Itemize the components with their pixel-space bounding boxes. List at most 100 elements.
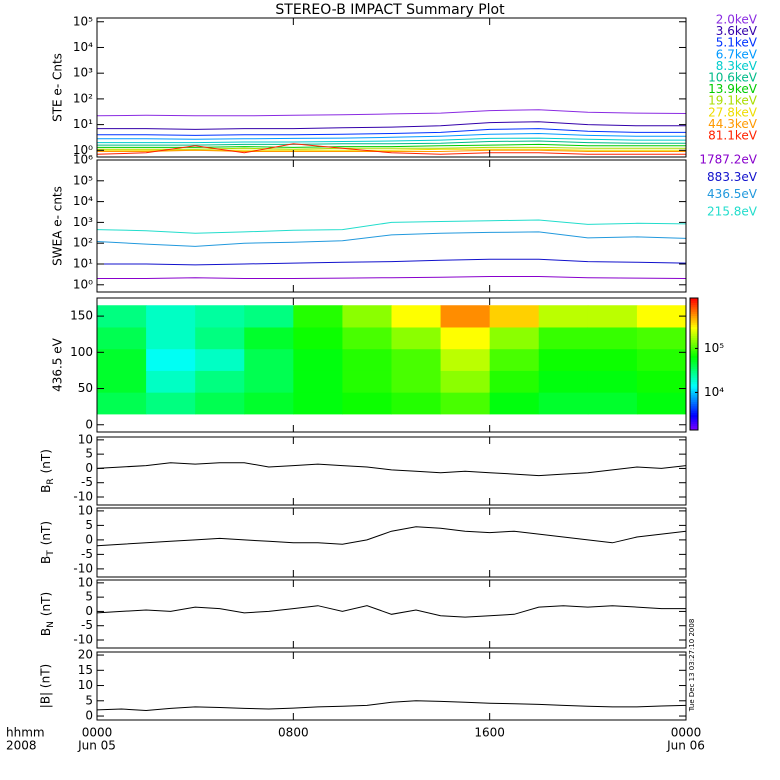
colorbar-segment xyxy=(690,315,698,319)
colorbar-segment xyxy=(690,416,698,420)
colorbar-segment xyxy=(690,419,698,422)
colorbar-segment xyxy=(690,372,698,376)
heatmap-cell xyxy=(440,392,491,415)
heatmap-cell xyxy=(97,392,147,415)
y-tick-label: 10 xyxy=(78,575,93,589)
colorbar-segment xyxy=(690,423,698,427)
heatmap-cell xyxy=(146,348,196,371)
heatmap-cell xyxy=(146,326,196,350)
y-tick-label: 10 xyxy=(78,432,93,446)
heatmap-cell xyxy=(146,392,196,415)
heatmap-cell xyxy=(391,305,442,328)
panel xyxy=(97,109,686,155)
y-axis-label-main: B xyxy=(39,485,53,493)
heatmap-cell xyxy=(489,392,540,415)
colorbar-segment xyxy=(690,421,698,424)
y-tick-label: 0 xyxy=(85,709,93,723)
y-axis-label-unit: (nT) xyxy=(39,449,53,473)
heatmap-cell xyxy=(146,305,196,328)
y-tick-label: 10⁶ xyxy=(73,153,93,167)
y-tick-label: 10⁵ xyxy=(73,14,93,28)
data-line xyxy=(97,276,686,279)
data-line xyxy=(97,605,686,618)
heatmap-cell xyxy=(342,348,392,371)
colorbar-segment xyxy=(690,313,698,317)
y-tick-label: -5 xyxy=(81,547,93,561)
x-tick-sublabel: Jun 06 xyxy=(666,739,705,753)
x-tick-label: 1600 xyxy=(474,726,505,740)
data-line xyxy=(97,140,686,146)
y-tick-label: 0 xyxy=(85,604,93,618)
colorbar-segment xyxy=(690,364,698,367)
panel-frame xyxy=(96,159,687,293)
x-tick-label: 0000 xyxy=(671,726,702,740)
y-axis-label-sub: R xyxy=(46,478,56,484)
colorbar-segment xyxy=(690,309,698,312)
heatmap-cell xyxy=(391,370,442,393)
y-tick-label: 10⁰ xyxy=(73,277,93,291)
timestamp: Tue Dec 13 03:27:10 2008 xyxy=(688,619,696,713)
colorbar-segment xyxy=(690,326,698,330)
y-tick-label: 20 xyxy=(78,648,93,662)
heatmap-cell xyxy=(636,348,686,371)
heatmap-cell xyxy=(195,305,245,328)
y-tick-label: 10⁰ xyxy=(73,143,93,157)
data-line xyxy=(97,143,686,155)
colorbar-segment xyxy=(690,410,698,413)
heatmap-cell xyxy=(440,370,491,393)
heatmap-cell xyxy=(244,392,294,415)
heatmap-cell xyxy=(342,305,392,328)
heatmap-cell xyxy=(391,326,442,350)
y-tick-label: 10¹ xyxy=(73,256,93,270)
y-tick-label: 10 xyxy=(78,503,93,517)
y-axis-label: BT (nT) xyxy=(39,521,56,564)
heatmap-cell xyxy=(587,392,638,415)
heatmap-cell xyxy=(538,326,589,350)
y-tick-label: 10³ xyxy=(73,215,93,229)
y-tick-label: 10² xyxy=(73,91,93,105)
heatmap-cell xyxy=(146,370,196,393)
colorbar-segment xyxy=(690,331,698,334)
data-line xyxy=(97,231,686,247)
heatmap-cell xyxy=(489,305,540,328)
panel-frame xyxy=(96,436,687,506)
heatmap-cell xyxy=(195,326,245,350)
colorbar-segment xyxy=(690,401,698,405)
data-line xyxy=(97,121,686,130)
colorbar-segment xyxy=(690,306,698,310)
heatmap-cell xyxy=(342,370,392,393)
panel-frame xyxy=(96,651,687,721)
colorbar-segment xyxy=(690,311,698,314)
colorbar-segment xyxy=(690,361,698,365)
legend-entry: 44.3keV xyxy=(708,117,758,131)
heatmap-cell xyxy=(244,370,294,393)
y-axis-label-unit: (nT) xyxy=(39,592,53,616)
heatmap-cell xyxy=(293,348,343,371)
panel xyxy=(97,305,686,415)
y-tick-label: -10 xyxy=(73,633,93,647)
colorbar-segment xyxy=(690,298,698,301)
colorbar-segment xyxy=(690,350,698,354)
y-tick-label: 10⁴ xyxy=(73,194,93,208)
panel xyxy=(97,605,686,618)
legend-entry: 215.8eV xyxy=(707,204,758,218)
y-axis-label: BN (nT) xyxy=(39,592,56,636)
x-axis-label-year: 2008 xyxy=(6,739,37,753)
heatmap-cell xyxy=(342,392,392,415)
heatmap-cell xyxy=(244,326,294,350)
y-tick-label: 15 xyxy=(78,663,93,677)
panel-frame xyxy=(96,17,687,158)
colorbar-segment xyxy=(690,425,698,429)
y-tick-label: 5 xyxy=(85,590,93,604)
legend-entry: 27.8keV xyxy=(708,105,758,119)
colorbar-segment xyxy=(690,355,698,358)
y-axis-label-main: B xyxy=(39,628,53,636)
heatmap-cell xyxy=(636,392,686,415)
heatmap-cell xyxy=(244,305,294,328)
heatmap-cell xyxy=(293,370,343,393)
colorbar-segment xyxy=(690,392,698,396)
heatmap-cell xyxy=(489,370,540,393)
legend-entry: 10.6keV xyxy=(708,71,758,85)
panel xyxy=(97,462,686,477)
